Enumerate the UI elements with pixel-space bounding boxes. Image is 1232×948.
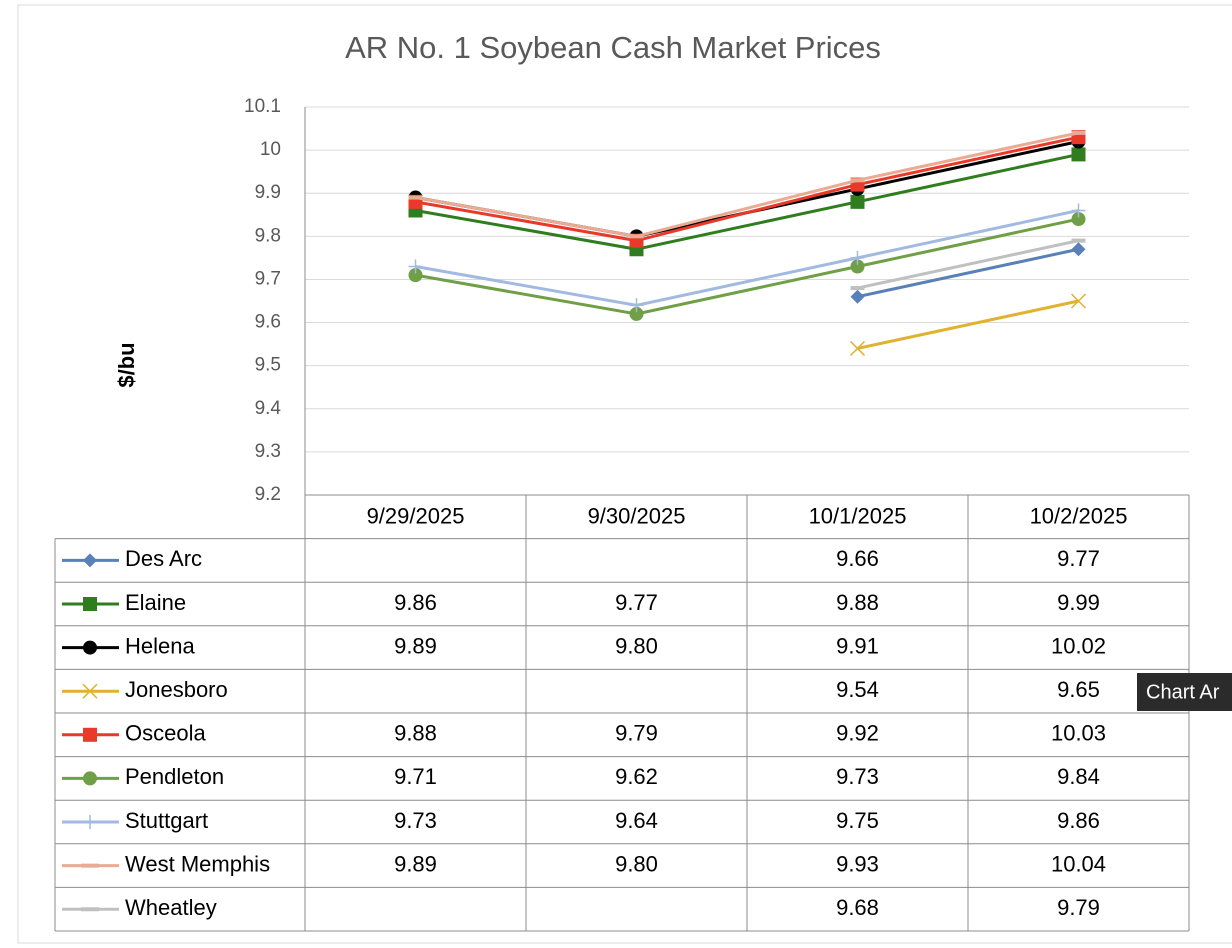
series-line bbox=[857, 299, 1079, 350]
legend-key-marker bbox=[83, 815, 97, 829]
table-value: 10.02 bbox=[1051, 633, 1106, 658]
x-tick-label: 10/2/2025 bbox=[1030, 504, 1128, 529]
table-value: 9.93 bbox=[836, 851, 879, 876]
table-value: 9.80 bbox=[615, 633, 658, 658]
legend-label: Stuttgart bbox=[125, 808, 208, 833]
y-tick-label: 10.1 bbox=[244, 96, 281, 117]
table-value: 9.92 bbox=[836, 721, 879, 746]
table-value: 9.77 bbox=[1057, 546, 1100, 571]
tooltip-text: Chart Ar bbox=[1146, 681, 1220, 703]
legend-key-marker bbox=[83, 640, 97, 655]
legend-label: Osceola bbox=[125, 721, 206, 746]
table-value: 9.65 bbox=[1057, 677, 1100, 702]
table-value: 9.79 bbox=[1057, 895, 1100, 920]
table-value: 9.89 bbox=[394, 633, 437, 658]
table-value: 9.68 bbox=[836, 895, 879, 920]
data-point bbox=[850, 194, 865, 209]
y-tick-label: 9.5 bbox=[255, 355, 281, 376]
legend-label: Jonesboro bbox=[125, 677, 228, 702]
table-value: 9.71 bbox=[394, 764, 437, 789]
table-value: 9.73 bbox=[394, 808, 437, 833]
chart-title: AR No. 1 Soybean Cash Market Prices bbox=[345, 30, 881, 65]
series-line bbox=[415, 152, 1079, 251]
table-value: 9.66 bbox=[836, 546, 879, 571]
table-value: 9.91 bbox=[836, 633, 879, 658]
table-value: 10.04 bbox=[1051, 851, 1106, 876]
series-line bbox=[415, 209, 1079, 307]
data-point bbox=[629, 298, 644, 313]
data-point bbox=[849, 340, 866, 356]
legend-label: Des Arc bbox=[125, 546, 202, 571]
series-line bbox=[857, 247, 1079, 299]
legend-key-marker bbox=[82, 683, 98, 699]
legend-label: Elaine bbox=[125, 590, 186, 615]
data-point bbox=[1071, 203, 1086, 218]
series-line bbox=[415, 135, 1079, 243]
legend-key-marker bbox=[83, 771, 97, 786]
y-tick-label: 9.9 bbox=[255, 182, 281, 203]
legend-label: Pendleton bbox=[125, 764, 224, 789]
table-value: 10.03 bbox=[1051, 721, 1106, 746]
y-axis-label: $/bu bbox=[114, 342, 139, 387]
data-point bbox=[1071, 212, 1086, 227]
series-line bbox=[415, 217, 1079, 316]
y-tick-label: 9.8 bbox=[255, 225, 281, 246]
x-tick-label: 9/30/2025 bbox=[588, 504, 686, 529]
table-value: 9.75 bbox=[836, 808, 879, 833]
tooltip-box bbox=[1137, 673, 1232, 711]
data-point bbox=[408, 259, 423, 274]
data-point bbox=[850, 250, 865, 265]
tooltip: Chart Ar bbox=[1137, 673, 1232, 711]
data-point bbox=[1071, 147, 1086, 162]
y-tick-label: 9.7 bbox=[255, 268, 281, 289]
legend-label: Wheatley bbox=[125, 895, 217, 920]
data-point bbox=[850, 259, 865, 274]
table-value: 9.79 bbox=[615, 721, 658, 746]
data-point bbox=[1071, 242, 1086, 257]
table-value: 9.88 bbox=[836, 590, 879, 615]
table-value: 9.99 bbox=[1057, 590, 1100, 615]
legend-key-marker bbox=[83, 553, 97, 568]
chart-border bbox=[17, 4, 1232, 944]
legend-key-marker bbox=[83, 727, 97, 742]
data-point bbox=[408, 268, 423, 283]
table-value: 9.73 bbox=[836, 764, 879, 789]
y-tick-label: 9.4 bbox=[255, 398, 282, 419]
legend-label: Helena bbox=[125, 633, 195, 658]
data-point bbox=[1070, 293, 1087, 309]
table-value: 9.86 bbox=[1057, 808, 1100, 833]
legend-label: West Memphis bbox=[125, 851, 270, 876]
y-tick-label: 9.6 bbox=[255, 312, 281, 333]
data-point bbox=[629, 306, 644, 321]
table-value: 9.89 bbox=[394, 851, 437, 876]
data-point bbox=[850, 289, 865, 304]
y-tick-label: 9.3 bbox=[255, 441, 281, 462]
table-value: 9.62 bbox=[615, 764, 658, 789]
table-value: 9.64 bbox=[615, 808, 658, 833]
series-line bbox=[415, 131, 1079, 238]
table-value: 9.84 bbox=[1057, 764, 1100, 789]
y-tick-label: 10 bbox=[260, 139, 281, 160]
x-tick-label: 10/1/2025 bbox=[809, 504, 907, 529]
y-tick-label: 9.2 bbox=[255, 484, 281, 505]
series-line bbox=[857, 239, 1079, 290]
legend-key-marker bbox=[83, 597, 97, 611]
table-value: 9.86 bbox=[394, 590, 437, 615]
table-value: 9.54 bbox=[836, 677, 879, 702]
table-value: 9.88 bbox=[394, 721, 437, 746]
table-value: 9.77 bbox=[615, 590, 658, 615]
table-value: 9.80 bbox=[615, 851, 658, 876]
x-tick-label: 9/29/2025 bbox=[367, 504, 465, 529]
